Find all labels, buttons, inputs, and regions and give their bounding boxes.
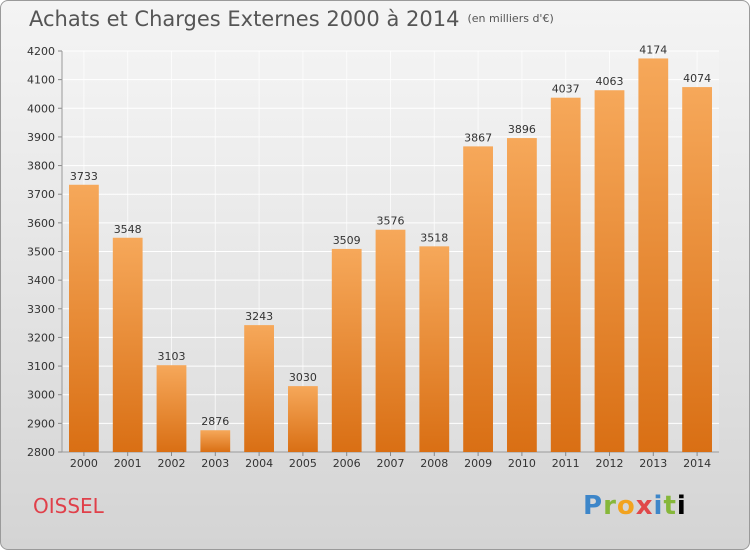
x-tick-label: 2001: [114, 457, 142, 470]
x-tick-label: 2005: [289, 457, 317, 470]
y-tick-label: 3600: [27, 217, 55, 230]
y-tick-label: 3000: [27, 389, 55, 402]
data-label: 3896: [508, 123, 536, 136]
bar: [200, 430, 231, 452]
x-tick-label: 2008: [420, 457, 448, 470]
data-label: 4174: [639, 43, 667, 56]
x-tick-label: 2003: [201, 457, 229, 470]
bar: [375, 229, 406, 452]
bar: [638, 58, 669, 452]
data-label: 3518: [420, 231, 448, 244]
data-label: 3867: [464, 131, 492, 144]
x-tick-label: 2006: [333, 457, 361, 470]
y-tick-label: 3700: [27, 188, 55, 201]
bar: [244, 325, 274, 452]
bar: [156, 365, 187, 452]
chart-title: Achats et Charges Externes 2000 à 2014 (e…: [29, 7, 554, 31]
data-label: 3103: [158, 350, 186, 363]
y-tick-label: 4000: [27, 102, 55, 115]
x-tick-label: 2013: [639, 457, 667, 470]
bar: [112, 237, 143, 452]
y-tick-label: 2800: [27, 446, 55, 459]
x-tick-label: 2011: [552, 457, 580, 470]
bar: [331, 248, 362, 452]
bar: [507, 138, 537, 452]
bar: [419, 246, 450, 452]
proxiti-logo: Proxiti: [583, 491, 687, 521]
bar: [463, 146, 493, 452]
bar: [288, 386, 318, 452]
y-tick-label: 4100: [27, 74, 55, 87]
bar: [550, 97, 581, 452]
title-text: Achats et Charges Externes 2000 à 2014: [29, 7, 460, 31]
bar: [594, 90, 625, 452]
y-tick-label: 3300: [27, 303, 55, 316]
bar: [682, 87, 712, 452]
data-label: 4063: [596, 75, 624, 88]
x-tick-label: 2014: [683, 457, 711, 470]
x-tick-label: 2004: [245, 457, 273, 470]
data-label: 3509: [333, 234, 361, 247]
x-tick-label: 2009: [464, 457, 492, 470]
data-label: 3548: [114, 223, 142, 236]
data-label: 4037: [552, 83, 580, 96]
y-tick-label: 2900: [27, 417, 55, 430]
x-tick-label: 2010: [508, 457, 536, 470]
y-tick-label: 3100: [27, 360, 55, 373]
data-label: 3576: [377, 215, 405, 228]
data-label: 3030: [289, 371, 317, 384]
bar: [69, 184, 99, 452]
y-tick-label: 3800: [27, 160, 55, 173]
y-tick-label: 4200: [27, 45, 55, 58]
y-tick-label: 3400: [27, 274, 55, 287]
y-tick-label: 3500: [27, 246, 55, 259]
data-label: 3733: [70, 170, 98, 183]
x-tick-label: 2012: [596, 457, 624, 470]
data-label: 3243: [245, 310, 273, 323]
x-tick-label: 2002: [158, 457, 186, 470]
y-tick-label: 3200: [27, 331, 55, 344]
y-tick-label: 3900: [27, 131, 55, 144]
data-label: 2876: [201, 415, 229, 428]
data-label: 4074: [683, 72, 711, 85]
x-tick-label: 2000: [70, 457, 98, 470]
unit-label: (en milliers d'€): [467, 12, 554, 25]
x-tick-label: 2007: [377, 457, 405, 470]
commune-name: OISSEL: [33, 494, 104, 518]
